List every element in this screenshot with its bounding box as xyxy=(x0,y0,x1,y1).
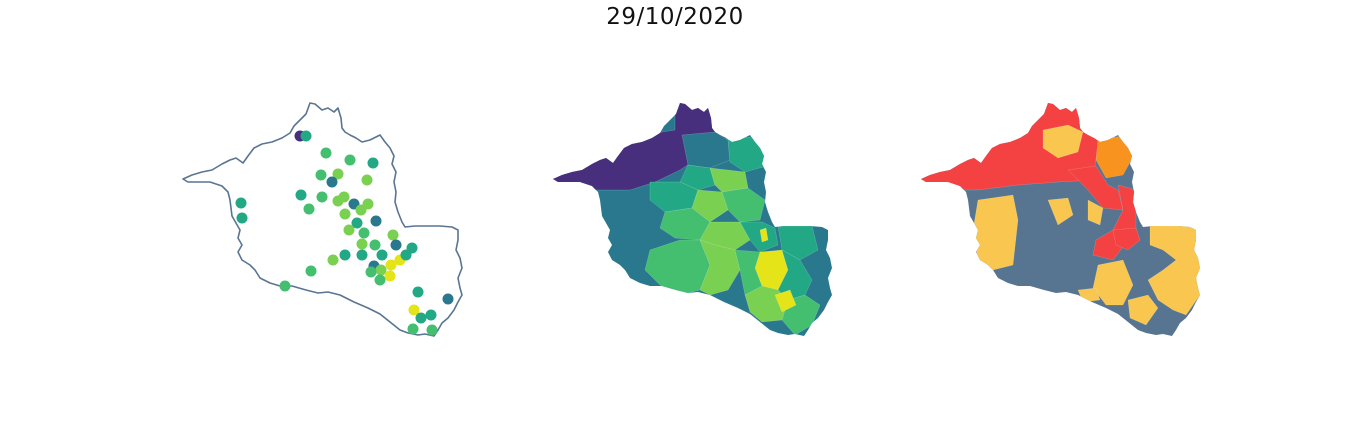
municipality-choropleth-risk xyxy=(918,90,1218,350)
municipality-point xyxy=(376,249,388,261)
municipality-region xyxy=(679,164,716,191)
municipality-point xyxy=(356,238,368,250)
municipality-point xyxy=(358,227,370,239)
municipality-point xyxy=(361,174,373,186)
municipality-region xyxy=(739,221,779,253)
municipality-region xyxy=(699,239,741,296)
municipality-region xyxy=(1127,294,1159,326)
municipality-region xyxy=(1077,287,1101,303)
municipality-point xyxy=(305,265,317,277)
points-map-svg xyxy=(182,102,463,337)
municipality-region xyxy=(644,239,711,296)
municipality-point xyxy=(442,293,454,305)
municipality-region xyxy=(1112,227,1141,251)
municipality-region xyxy=(1087,199,1104,226)
municipality-point xyxy=(408,304,420,316)
municipality-point xyxy=(390,239,402,251)
municipality-region xyxy=(777,225,819,261)
municipality-point xyxy=(374,274,386,286)
municipality-point xyxy=(343,224,355,236)
municipality-points-map xyxy=(180,90,480,350)
municipality-point xyxy=(385,259,397,271)
municipality-point xyxy=(338,191,350,203)
municipality-point xyxy=(365,266,377,278)
municipality-region xyxy=(1047,197,1074,226)
municipality-point xyxy=(369,239,381,251)
municipality-point xyxy=(426,324,438,336)
municipality-point xyxy=(384,270,396,282)
municipality-region xyxy=(681,131,731,169)
municipality-point xyxy=(315,169,327,181)
municipality-region xyxy=(1092,259,1134,306)
municipality-point xyxy=(370,215,382,227)
municipality-region xyxy=(759,227,769,243)
risk-map-svg xyxy=(921,103,1200,336)
municipality-points xyxy=(235,130,454,336)
municipality-point xyxy=(320,147,332,159)
municipality-point xyxy=(375,264,387,276)
municipality-point xyxy=(326,176,338,188)
municipality-point xyxy=(355,204,367,216)
municipality-point xyxy=(367,157,379,169)
municipality-point xyxy=(316,191,328,203)
municipality-point xyxy=(332,168,344,180)
municipality-point xyxy=(400,249,412,261)
municipality-point xyxy=(339,249,351,261)
municipality-region xyxy=(1147,225,1200,316)
municipality-point xyxy=(351,217,363,229)
municipality-point xyxy=(235,197,247,209)
municipality-region xyxy=(721,187,766,223)
municipality-region xyxy=(691,189,729,223)
municipality-region xyxy=(1042,124,1084,159)
municipality-point xyxy=(407,323,419,335)
page-title: 29/10/2020 xyxy=(606,4,744,30)
municipality-choropleth-viridis xyxy=(550,90,850,350)
municipality-point xyxy=(412,286,424,298)
municipality-point xyxy=(295,189,307,201)
municipality-point xyxy=(279,280,291,292)
municipality-point xyxy=(339,208,351,220)
municipality-point xyxy=(387,229,399,241)
municipality-point xyxy=(425,309,437,321)
municipality-point xyxy=(344,154,356,166)
municipality-point xyxy=(300,130,312,142)
viridis-map-svg xyxy=(553,103,832,336)
municipality-region xyxy=(972,194,1019,271)
municipality-region xyxy=(1067,165,1124,211)
state-outline xyxy=(182,102,463,337)
municipality-point xyxy=(415,312,427,324)
municipality-region xyxy=(774,289,797,313)
municipality-point xyxy=(236,212,248,224)
municipality-point xyxy=(356,249,368,261)
municipality-point xyxy=(303,203,315,215)
municipality-point xyxy=(327,254,339,266)
